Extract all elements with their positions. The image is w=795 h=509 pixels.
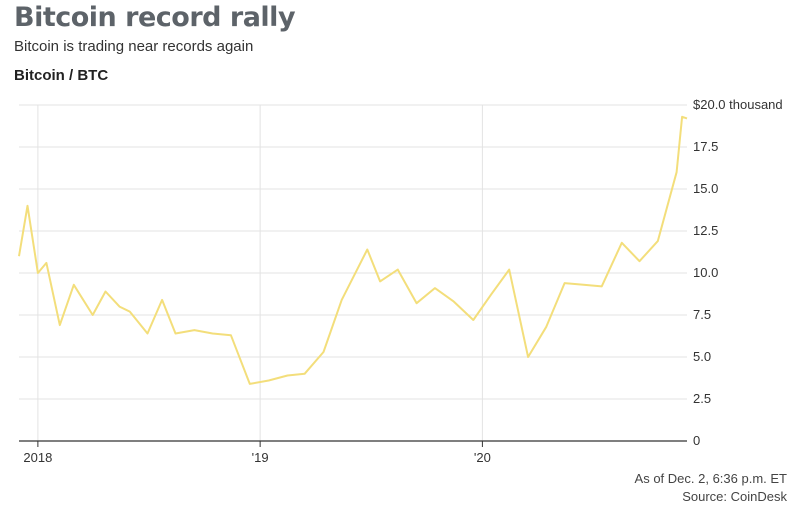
- y-tick-label: 10.0: [693, 265, 718, 280]
- y-tick-label: 7.5: [693, 307, 711, 322]
- y-tick-label: 15.0: [693, 181, 718, 196]
- y-tick-label: 5.0: [693, 349, 711, 364]
- x-axis: 2018 '19 '20: [19, 440, 687, 465]
- as-of-note: As of Dec. 2, 6:36 p.m. ET: [634, 471, 787, 486]
- series-label: Bitcoin / BTC: [14, 67, 109, 84]
- x-tick-label: '20: [474, 450, 491, 465]
- x-tick-label: '19: [252, 450, 269, 465]
- y-tick-label: 17.5: [693, 139, 718, 154]
- series: [18, 115, 688, 385]
- x-tick-label: 2018: [23, 450, 52, 465]
- chart-subtitle: Bitcoin is trading near records again: [14, 38, 254, 55]
- y-tick-label: 12.5: [693, 223, 718, 238]
- price-line: [18, 115, 688, 385]
- y-tick-label: 0: [693, 433, 700, 448]
- gridlines: [19, 104, 687, 441]
- chart-title: Bitcoin record rally: [14, 2, 296, 33]
- y-tick-label: 2.5: [693, 391, 711, 406]
- source-note: Source: CoinDesk: [682, 489, 787, 504]
- y-tick-label: $20.0 thousand: [693, 97, 783, 112]
- y-axis: 0 2.5 5.0 7.5 10.0 12.5 15.0 17.5 $20.0 thousand: [693, 97, 783, 448]
